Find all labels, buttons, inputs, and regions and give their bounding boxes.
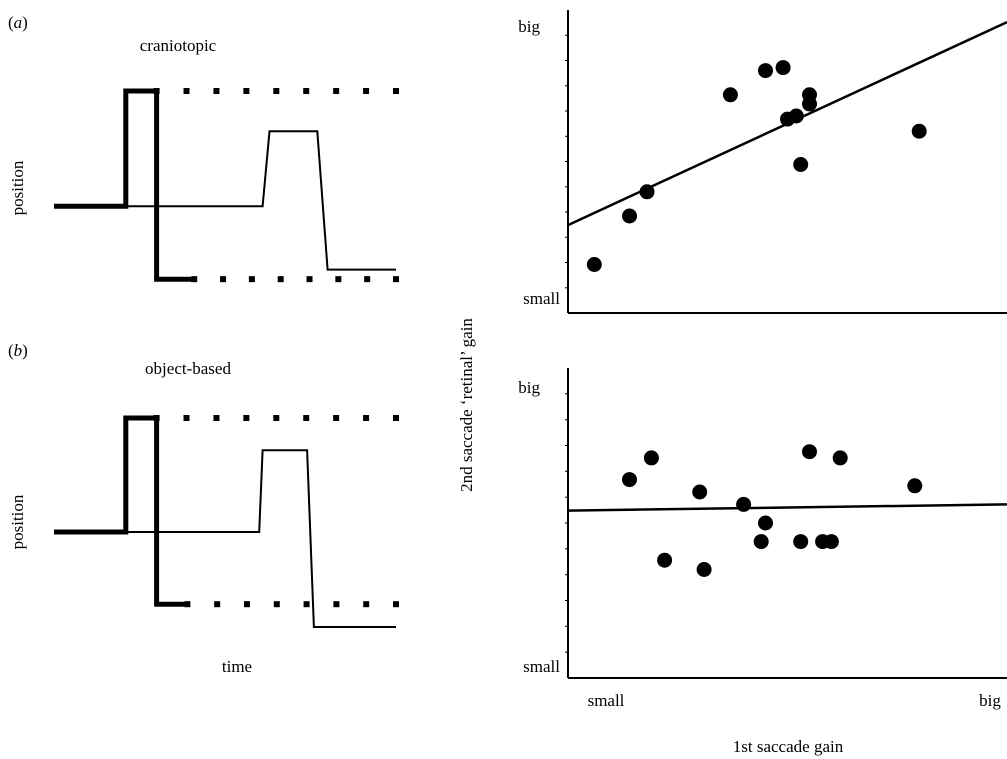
data-point [622, 208, 637, 224]
trace-dot [243, 88, 250, 94]
trace-dot [273, 88, 280, 94]
trace-dot [363, 88, 370, 94]
trace-dot [393, 88, 399, 94]
scatter-b-ytick-big: big [518, 378, 540, 397]
data-point [775, 60, 791, 76]
data-point [622, 472, 637, 488]
trace-dot [153, 88, 160, 94]
data-point [758, 515, 773, 531]
trace-dot [306, 276, 313, 283]
panel-b-label: (b) [8, 341, 28, 360]
trace-dot [243, 601, 250, 608]
data-point [586, 257, 602, 272]
data-point [832, 450, 848, 466]
trace-dot [183, 88, 190, 94]
data-point [692, 484, 708, 500]
trace-dot [303, 415, 310, 421]
scatter-xtick-big: big [979, 691, 1001, 710]
data-point [823, 534, 839, 550]
trace-dot [363, 601, 370, 608]
trace-dot [364, 276, 371, 283]
trace-dot [363, 415, 370, 421]
trace-dot [335, 276, 342, 283]
trace-dot [277, 276, 284, 283]
data-point [722, 87, 738, 103]
trace-dot [393, 276, 399, 283]
trace-dot [393, 601, 399, 608]
data-point [736, 496, 752, 512]
scatter-a-axes [567, 10, 1007, 314]
scatter-b-ticks [565, 393, 568, 653]
trace-dot [214, 601, 221, 608]
panel-b-title: object-based [145, 359, 231, 378]
panel-a-title: craniotopic [140, 36, 217, 55]
eye-trace-thick [54, 415, 188, 607]
regression-line [567, 503, 1007, 512]
data-point [753, 534, 769, 550]
panel-b-traces [54, 415, 399, 628]
target-trace-thin [54, 449, 396, 628]
trace-dot [191, 276, 198, 283]
data-point [696, 562, 712, 577]
trace-dot [273, 415, 280, 421]
panel-a-ylabel: position [8, 160, 27, 215]
trace-dot [153, 415, 160, 421]
scatter-b-axes [567, 368, 1007, 679]
data-point [643, 450, 659, 466]
scatter-a-ytick-small: small [523, 289, 560, 308]
panel-a-traces [54, 88, 399, 283]
trace-dot [220, 276, 227, 283]
eye-trace-thick [54, 88, 195, 282]
panel-b-letter: b [14, 341, 23, 360]
scatter-b-ytick-small: small [523, 657, 560, 676]
data-point [802, 444, 817, 460]
data-point [802, 87, 817, 103]
data-point [793, 534, 809, 550]
panel-a-label: (a) [8, 13, 28, 32]
trace-dot [333, 88, 340, 94]
trace-dot [248, 276, 255, 283]
trace-dot [303, 88, 310, 94]
data-point [657, 552, 673, 568]
data-point [907, 478, 923, 494]
trace-dot [213, 415, 220, 421]
trace-dot [273, 601, 280, 608]
scatter-ylabel: 2nd saccade ‘retinal’ gain [457, 318, 476, 492]
trace-dot [183, 415, 190, 421]
trace-dot [393, 415, 399, 421]
panel-b-xlabel: time [222, 657, 252, 676]
scatter-xtick-small: small [588, 691, 625, 710]
scatter-a-ticks [565, 34, 568, 289]
scatter-xlabel: 1st saccade gain [733, 737, 844, 756]
trace-dot [303, 601, 310, 608]
scatter-b-marks [567, 444, 1007, 577]
target-trace-thin [54, 130, 396, 271]
trace-dot [213, 88, 220, 94]
trace-dot [333, 601, 340, 608]
data-point [639, 184, 655, 200]
scatter-a-ytick-big: big [518, 17, 540, 36]
data-point [911, 123, 927, 139]
trace-dot [184, 601, 191, 608]
data-point [758, 63, 773, 79]
data-point [788, 108, 804, 124]
panel-b-ylabel: position [8, 494, 27, 549]
scatter-a-marks [567, 20, 1007, 272]
data-point [793, 157, 809, 172]
panel-a-letter: a [14, 13, 23, 32]
trace-dot [333, 415, 340, 421]
trace-dot [243, 415, 250, 421]
